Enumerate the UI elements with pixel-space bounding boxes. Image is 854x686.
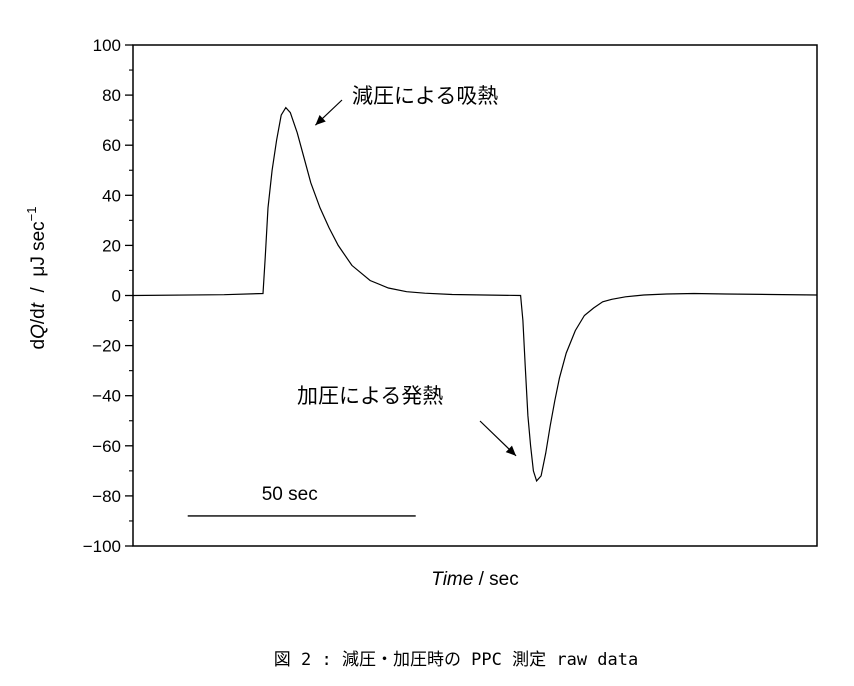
annotation-compression: 加圧による発熱	[297, 384, 443, 408]
y-axis-label: dQ/dt / μJ sec−1	[24, 206, 49, 349]
y-tick-label: 0	[112, 287, 121, 306]
y-tick-label: 100	[93, 36, 121, 55]
annotation-compression-arrowhead	[505, 445, 517, 456]
x-axis-label: Time / sec	[431, 569, 518, 590]
scale-bar-label: 50 sec	[262, 484, 318, 505]
y-axis-ticks	[125, 44, 133, 547]
y-tick-label: 60	[102, 136, 121, 155]
y-tick-label: −60	[92, 437, 121, 456]
y-tick-label: 80	[102, 86, 121, 105]
y-tick-label: −100	[83, 537, 121, 556]
plot-frame	[132, 44, 818, 547]
y-tick-label: 20	[102, 236, 121, 255]
y-tick-label: −20	[92, 337, 121, 356]
y-axis-tick-labels: 100 80 60 40 20 0 −20 −40 −60 −80 −100	[83, 36, 121, 556]
series-line	[132, 106, 818, 483]
y-tick-label: 40	[102, 186, 121, 205]
annotation-decompression-arrowhead	[315, 115, 326, 126]
y-tick-label: −80	[92, 487, 121, 506]
annotation-decompression: 減圧による吸熱	[352, 84, 498, 108]
y-tick-label: −40	[92, 387, 121, 406]
figure-caption: 図 2 : 減圧・加圧時の PPC 測定 raw data	[274, 650, 638, 670]
